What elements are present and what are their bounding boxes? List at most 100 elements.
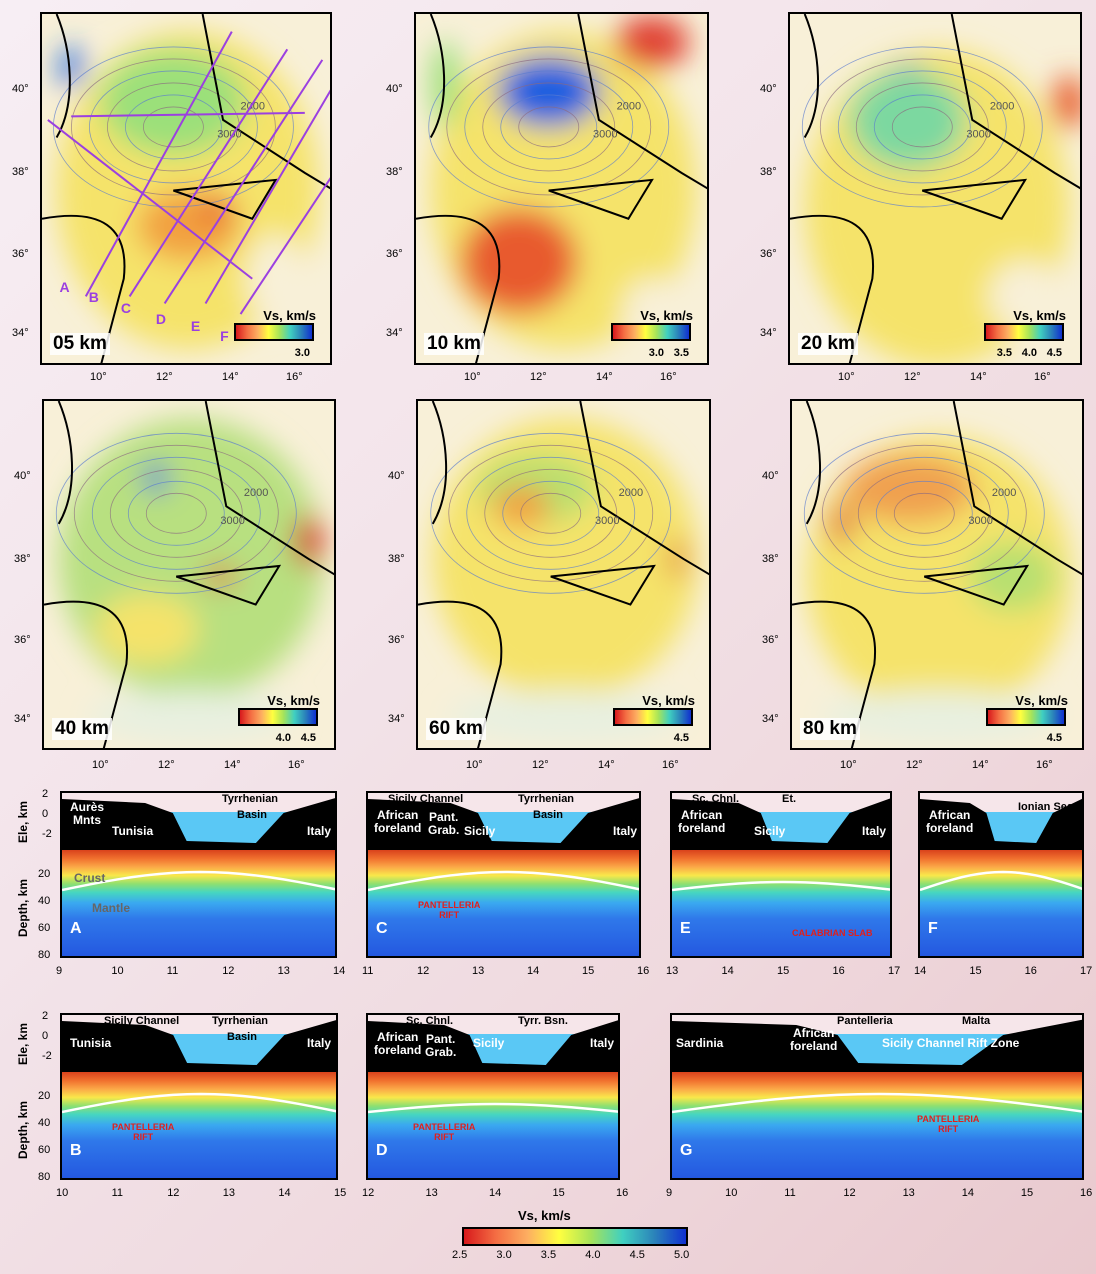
profile-line: [84, 31, 233, 297]
distance-tick: 16: [1024, 965, 1037, 977]
contour-label: 3000: [968, 515, 992, 527]
distance-tick: 16: [1080, 1187, 1093, 1199]
distance-tick: 16: [832, 965, 845, 977]
velocity-anomaly: [430, 40, 461, 129]
lat-tick: 38°: [762, 553, 779, 565]
lon-tick: 14°: [222, 371, 239, 383]
topography: [672, 1019, 1082, 1069]
distance-tick: 14: [489, 1187, 502, 1199]
region-label: African foreland: [678, 808, 726, 835]
lon-tick: 12°: [158, 759, 175, 771]
profile-letter: F: [220, 328, 229, 345]
bathymetry-contour: [801, 46, 1043, 208]
region-label: Ionian Sea: [1018, 801, 1074, 813]
coastline: [42, 14, 330, 363]
depth-tick: 40: [38, 1117, 51, 1129]
moho-line: [920, 870, 1082, 892]
lat-tick: 36°: [12, 248, 29, 260]
colorbar-tick: 4.5: [673, 732, 689, 744]
contour-label: 2000: [617, 100, 641, 112]
region-label: Pantelleria: [837, 1015, 893, 1027]
distance-tick: 9: [666, 1187, 673, 1199]
colorbar: [238, 708, 318, 726]
region-label: Tunisia: [70, 1036, 112, 1050]
distance-tick: 13: [425, 1187, 438, 1199]
vs-map-40-km: 2000 3000 40 km Vs, km/s 4.0 4.5: [42, 399, 336, 750]
bathymetry-contour: [857, 468, 991, 558]
section-letter: C: [376, 920, 388, 937]
colorbar-tick: 4.0: [275, 732, 291, 744]
distance-tick: 11: [111, 1187, 124, 1199]
region-label: Sicily: [464, 824, 496, 838]
contour-label: 2000: [990, 100, 1014, 112]
elevation-profile-F: African foreland Ionian Sea: [918, 791, 1084, 849]
lon-tick: 16°: [1034, 371, 1051, 383]
section-annotation: PANTELLERIA RIFT: [112, 1122, 175, 1142]
colorbar-tick: 3.0: [496, 1249, 512, 1261]
elevation-profile-C: Sicily Channel Tyrrhenian Basin African for…: [366, 791, 641, 849]
bathymetry-contour: [873, 94, 971, 160]
elevation-profile-B: Sicily Channel Tyrrhenian Basin Tunisia Ital…: [60, 1013, 338, 1071]
velocity-anomaly: [95, 594, 199, 665]
contour-label: 2000: [244, 487, 268, 499]
region-label: Tyrrhenian: [518, 793, 575, 805]
bathymetry-contour: [428, 46, 670, 208]
elevation-axis-label: Ele, km: [16, 800, 30, 843]
section-annotation: PANTELLERIA RIFT: [413, 1122, 476, 1142]
distance-tick: 16: [637, 965, 650, 977]
region-label: Tyrrhenian: [212, 1015, 269, 1027]
region-label: Italy: [307, 824, 332, 838]
bathymetry-contour: [819, 58, 1025, 196]
colorbar: [613, 708, 693, 726]
topography: [62, 1020, 336, 1069]
lat-tick: 38°: [388, 553, 405, 565]
lon-tick: 16°: [1036, 759, 1053, 771]
lat-tick: 36°: [762, 634, 779, 646]
region-label: Tunisia: [112, 824, 154, 838]
profile-line: [239, 177, 330, 315]
velocity-heatmap: 2000 3000: [416, 14, 707, 363]
depth-label: 20 km: [798, 333, 858, 355]
distance-tick: 17: [1080, 965, 1093, 977]
region-label: Sc. Chnl.: [692, 793, 740, 805]
profile-letter: A: [59, 278, 70, 295]
velocity-anomaly: [88, 690, 294, 744]
bathymetry-contour: [464, 70, 634, 184]
elevation-tick: -2: [42, 828, 52, 840]
colorbar: [611, 323, 691, 341]
colorbar: [234, 323, 314, 341]
profile-line: [204, 89, 330, 304]
velocity-anomaly: [821, 690, 1057, 744]
bathymetry-contour: [73, 444, 279, 582]
depth-label: 05 km: [50, 333, 110, 355]
moho-line: [672, 1092, 1082, 1114]
colorbar-title: Vs, km/s: [640, 308, 693, 323]
region-label: African foreland: [926, 808, 974, 835]
distance-tick: 17: [888, 965, 901, 977]
distance-tick: 10: [111, 965, 124, 977]
bathymetry-contour: [466, 456, 636, 570]
distance-tick: 13: [666, 965, 679, 977]
region-label: African foreland: [374, 808, 422, 835]
colorbar-title: Vs, km/s: [642, 693, 695, 708]
bathymetry-contour: [520, 492, 582, 534]
velocity-anomaly: [58, 418, 324, 700]
lon-tick: 14°: [970, 371, 987, 383]
colorbar-tick: 4.5: [300, 732, 316, 744]
coastline: [790, 14, 1080, 363]
region-label: Tyrrhenian: [222, 793, 279, 805]
velocity-anomaly: [1051, 75, 1080, 129]
velocity-heatmap: 2000 3000: [44, 401, 334, 748]
region-label: Pant. Grab.: [428, 810, 460, 837]
velocity-anomaly: [100, 49, 247, 156]
main-colorbar: [462, 1227, 688, 1246]
distance-tick: 13: [222, 1187, 236, 1199]
lon-tick: 14°: [596, 371, 613, 383]
depth-label: 80 km: [800, 718, 860, 740]
colorbar-tick: 4.5: [1046, 347, 1062, 359]
velocity-heatmap: 2000 3000: [790, 14, 1080, 363]
coastline: [44, 401, 334, 748]
colorbar-tick: 5.0: [674, 1249, 690, 1261]
region-label: African foreland: [374, 1030, 422, 1057]
distance-tick: 14: [961, 1187, 974, 1199]
